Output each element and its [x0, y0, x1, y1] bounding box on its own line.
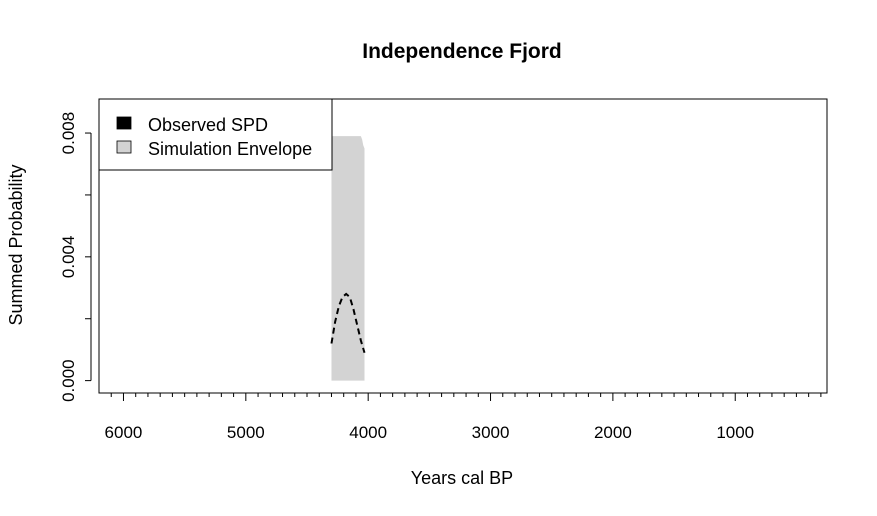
- legend-label-observed: Observed SPD: [148, 115, 268, 135]
- chart-title: Independence Fjord: [362, 40, 562, 63]
- x-tick-label: 5000: [227, 423, 265, 442]
- x-tick-label: 3000: [472, 423, 510, 442]
- series-layer: [330, 292, 366, 354]
- x-tick-label: 4000: [349, 423, 387, 442]
- envelope-layer: [331, 136, 365, 381]
- x-axis-label: Years cal BP: [411, 468, 513, 488]
- y-tick-label: 0.008: [59, 112, 78, 155]
- x-tick-label: 1000: [716, 423, 754, 442]
- legend-swatch-envelope: [116, 140, 132, 154]
- observed-spd-line: [330, 292, 366, 354]
- y-axis-label: Summed Probability: [6, 164, 26, 325]
- y-tick-label: 0.004: [59, 236, 78, 279]
- legend-box: [98, 98, 333, 171]
- x-tick-label: 6000: [105, 423, 143, 442]
- simulation-envelope: [331, 136, 365, 381]
- x-tick-label: 2000: [594, 423, 632, 442]
- x-axis: 6000 5000 4000 3000 2000 1000: [105, 392, 822, 442]
- y-axis: 0.000 0.004 0.008: [59, 112, 92, 402]
- y-tick-label: 0.000: [59, 359, 78, 402]
- legend-swatch-observed: [116, 116, 132, 130]
- legend: Observed SPD Simulation Envelope: [98, 98, 333, 171]
- legend-label-envelope: Simulation Envelope: [148, 139, 312, 159]
